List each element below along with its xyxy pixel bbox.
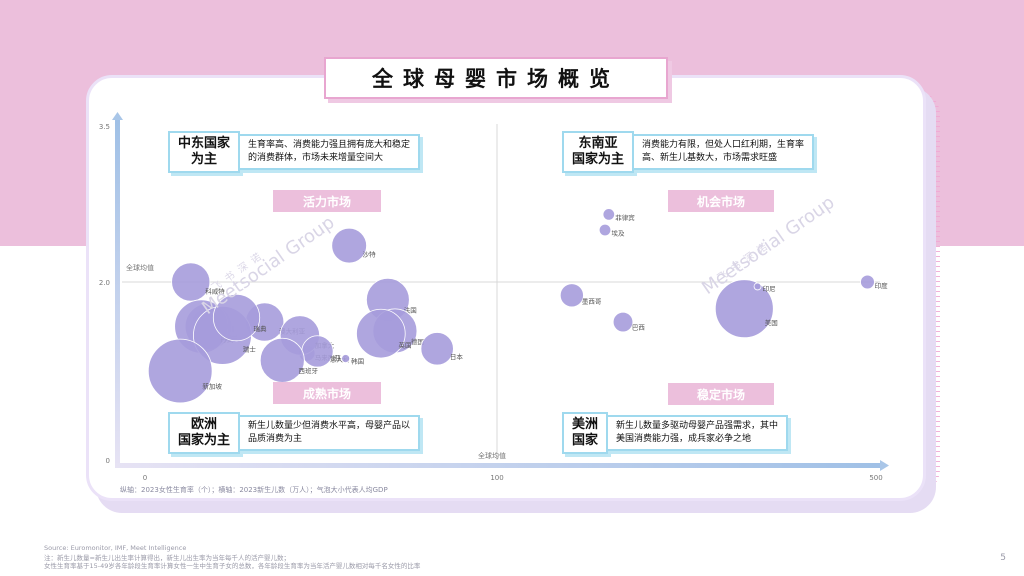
- bubble-label: 英国: [398, 341, 411, 350]
- market-label-vitality: 活力市场: [273, 190, 381, 212]
- bubble-point: [559, 283, 584, 308]
- bubble-point: [714, 279, 774, 339]
- bubble-label: 法国: [404, 305, 417, 314]
- callout-middle-east-desc: 生育率高、消费能力强且拥有庞大和稳定 的消费群体，市场未来增量空间大: [238, 134, 421, 170]
- bubble-layer: 沙特科威特阿联酋马来西亚澳大利亚加拿大法国荷兰丹麦瑞士新加坡瑞典德国英国意大利西…: [147, 208, 889, 404]
- bubble-label: 沙特: [363, 249, 377, 258]
- y-tick-label: 3.5: [99, 123, 110, 131]
- bubble-point: [860, 274, 875, 290]
- bubble-label: 科威特: [205, 287, 225, 296]
- callout-americas-desc: 新生儿数量多驱动母婴产品强需求，其中 美国消费能力强，成兵家必争之地: [606, 415, 789, 451]
- bubble-label: 意大利: [330, 354, 350, 363]
- bubble-label: 墨西哥: [582, 298, 602, 306]
- callout-middle-east: 中东国家 为主 生育率高、消费能力强且拥有庞大和稳定 的消费群体，市场未来增量空…: [168, 131, 421, 173]
- market-label-opportunity: 机会市场: [668, 190, 774, 212]
- bubble-point: [612, 311, 634, 333]
- bubble-point: [212, 293, 261, 342]
- bubble-label: 瑞士: [243, 344, 257, 353]
- bubble-label: 印尼: [763, 285, 776, 293]
- bubble-point: [331, 227, 367, 264]
- callout-europe-desc: 新生儿数量少但消费水平高，母婴产品以 品质消费为主: [238, 415, 421, 451]
- source-text: Source: Euromonitor, IMF, Meet Intellige…: [44, 544, 187, 552]
- x-tick-label: 0: [143, 474, 147, 482]
- market-label-stable: 稳定市场: [668, 383, 774, 405]
- x-tick-label: 500: [869, 474, 882, 482]
- bubble-point: [602, 208, 616, 221]
- bubble-label: 美国: [765, 318, 778, 327]
- tick-layer: 0 100 500 0 2.0 3.5: [99, 123, 883, 482]
- callout-middle-east-tag: 中东国家 为主: [168, 131, 241, 173]
- callout-europe: 欧洲 国家为主 新生儿数量少但消费水平高，母婴产品以 品质消费为主: [168, 412, 421, 454]
- market-label-mature: 成熟市场: [273, 382, 381, 404]
- page-title: 全球母婴市场概览: [324, 57, 668, 99]
- bubble-label: 西班牙: [299, 366, 319, 375]
- y-axis-arrow: [112, 112, 123, 120]
- bubble-label: 日本: [450, 352, 464, 361]
- bubble-label: 德国: [411, 337, 424, 346]
- bubble-point: [341, 354, 351, 364]
- bubble-label: 印度: [875, 281, 889, 290]
- bubble-point: [171, 262, 211, 302]
- bubble-point: [753, 282, 762, 291]
- page-number: 5: [1000, 553, 1006, 563]
- axis-caption: 纵轴：2023女性生育率（个）；横轴：2023新生儿数（万人）；气泡大小代表人均…: [120, 485, 388, 494]
- bubble-label: 巴西: [632, 323, 646, 331]
- callout-americas-tag: 美洲 国家: [562, 412, 609, 454]
- bubble-point: [598, 223, 612, 237]
- x-axis-arrow: [880, 460, 889, 471]
- y-mean-label: 全球均值: [126, 263, 154, 272]
- bubble-point: [259, 337, 305, 383]
- bubble-point: [147, 338, 213, 404]
- y-tick-label: 2.0: [99, 279, 110, 287]
- callout-europe-tag: 欧洲 国家为主: [168, 412, 241, 454]
- note-line-1: 注：新生儿数量=新生儿出生率计算得出，新生儿出生率为当年每千人的活产婴儿数；: [44, 554, 290, 562]
- x-mean-label: 全球均值: [478, 451, 506, 460]
- bubble-label: 韩国: [351, 356, 364, 365]
- bubble-point: [301, 335, 334, 368]
- callout-southeast-asia: 东南亚 国家为主 消费能力有限，但处人口红利期，生育率 高、新生儿基数大，市场需…: [562, 131, 815, 173]
- bubble-label: 瑞典: [253, 324, 267, 333]
- callout-americas: 美洲 国家 新生儿数量多驱动母婴产品强需求，其中 美国消费能力强，成兵家必争之地: [562, 412, 789, 454]
- callout-southeast-asia-tag: 东南亚 国家为主: [562, 131, 635, 173]
- bubble-label: 埃及: [611, 229, 625, 238]
- y-tick-label: 0: [106, 457, 110, 465]
- y-axis: [115, 118, 120, 468]
- bubble-label: 新加坡: [202, 381, 222, 390]
- x-tick-label: 100: [490, 474, 503, 482]
- callout-southeast-asia-desc: 消费能力有限，但处人口红利期，生育率 高、新生儿基数大，市场需求旺盛: [632, 134, 815, 170]
- bubble-point: [356, 308, 406, 359]
- note-line-2: 女性生育率基于15-49岁各年龄段生育率计算女性一生中生育子女的总数，各年龄段生…: [44, 562, 421, 570]
- bubble-label: 菲律宾: [615, 213, 635, 222]
- bubble-point: [420, 332, 454, 366]
- x-axis: [115, 463, 885, 468]
